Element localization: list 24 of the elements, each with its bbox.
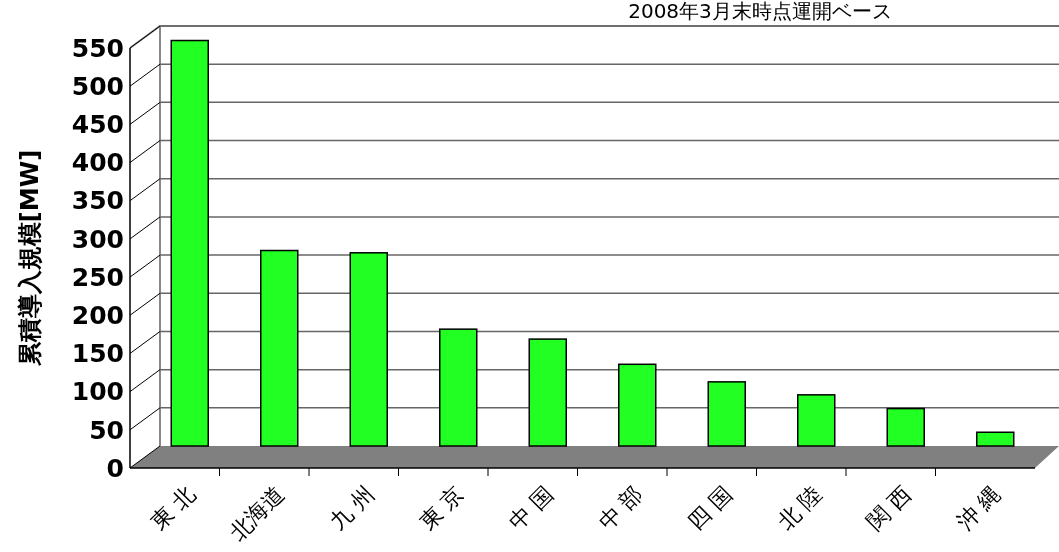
x-tick-label: 東 北 xyxy=(145,481,200,535)
chart-title: 2008年3月末時点運開ベース xyxy=(628,0,892,23)
y-tick-label: 250 xyxy=(71,262,124,292)
y-tick-label: 450 xyxy=(71,110,124,140)
y-tick-label: 200 xyxy=(71,301,124,331)
y-tick-label: 350 xyxy=(71,186,124,216)
x-tick-label: 中 国 xyxy=(503,481,558,535)
y-tick-label: 50 xyxy=(89,415,124,445)
y-tick-label: 0 xyxy=(106,453,124,483)
y-tick-label: 500 xyxy=(71,71,124,101)
y-tick-label: 550 xyxy=(71,33,124,63)
y-tick-label: 400 xyxy=(71,148,124,178)
x-tick-label: 沖 縄 xyxy=(951,481,1006,535)
x-tick-label: 中 部 xyxy=(593,481,648,535)
x-tick-label: 九 州 xyxy=(324,481,379,535)
y-tick-label: 150 xyxy=(71,339,124,369)
x-tick-label: 北海道 xyxy=(224,481,290,546)
x-tick-label: 北 陸 xyxy=(772,481,827,535)
x-tick-label: 四 国 xyxy=(682,481,737,535)
y-axis-title: 累積導入規模[MW] xyxy=(16,149,44,368)
y-tick-label: 100 xyxy=(71,377,124,407)
x-tick-label: 東 京 xyxy=(414,481,469,535)
x-tick-label: 関 西 xyxy=(861,481,916,535)
y-tick-label: 300 xyxy=(71,224,124,254)
